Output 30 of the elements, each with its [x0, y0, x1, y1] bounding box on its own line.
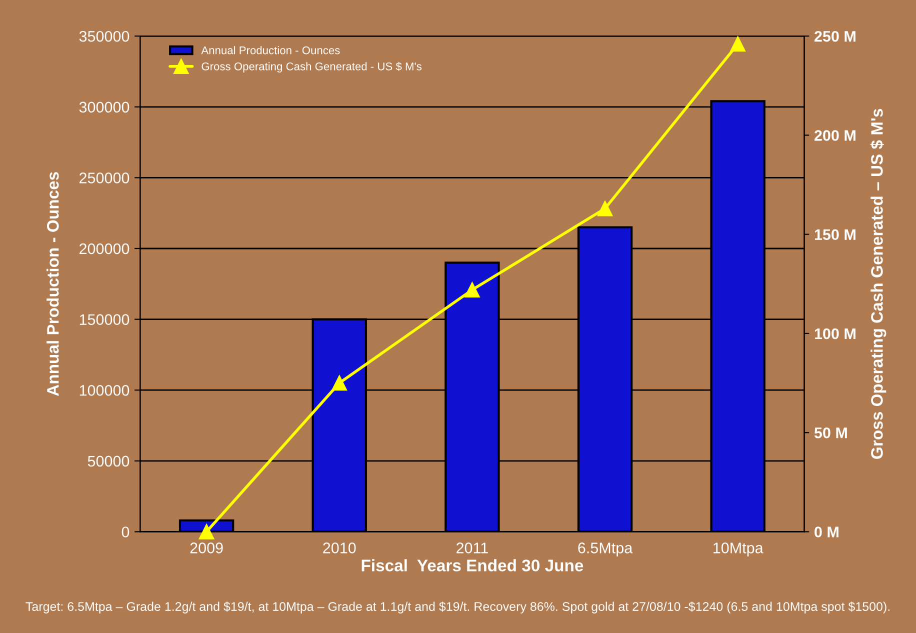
y-tick-label: 350000 — [79, 30, 130, 42]
y-tick-label: 300000 — [79, 102, 130, 113]
y2-tick-label: 0 M — [814, 526, 838, 538]
y2-tick-label: 100 M — [814, 328, 856, 340]
y-tick-label: 200000 — [80, 243, 130, 254]
x-tick-label: 2010 — [323, 542, 356, 554]
y2-axis-title: Gross Operating Cash Generated – US $ M's — [870, 108, 886, 459]
point — [730, 36, 746, 52]
y-tick-label: 50000 — [88, 456, 130, 467]
x-tick-label: 10Mtpa — [714, 542, 764, 556]
x-tick-label: 2011 — [456, 542, 488, 554]
y-tick-label: 150000 — [80, 314, 130, 325]
y2-tick-label: 50 M — [814, 427, 847, 438]
legend-label: Annual Production - Ounces — [201, 46, 340, 54]
y-tick-label: 250000 — [80, 172, 130, 184]
point — [464, 282, 480, 298]
point — [597, 200, 613, 216]
y2-tick-label: 150 M — [814, 229, 856, 240]
y-tick-label: 0 — [122, 526, 130, 538]
text: Target: 6.5Mtpa – Grade 1.2g/t and $19/t, at 10Mtpa – Grade at 1.1g/t and $19/t. Recovery 86%. Spot gold at 27/08/10 -$1240 (6.5 and 10Mtpa spot $1500). — [26, 602, 890, 614]
y-axis-title: Annual Production - Ounces — [46, 172, 59, 396]
x-axis-title: Fiscal Years Ended 30 June — [362, 559, 584, 572]
point — [198, 524, 214, 540]
x-tick-label: 6.5Mtpa — [578, 542, 633, 556]
x-tick-label: 2009 — [190, 542, 223, 554]
point — [332, 375, 348, 391]
y2-tick-label: 200 M — [814, 130, 856, 141]
legend-label: Gross Operating Cash Generated - US $ M's — [202, 62, 422, 73]
y2-tick-label: 250 M — [814, 30, 856, 42]
y-tick-label: 100000 — [80, 384, 130, 396]
